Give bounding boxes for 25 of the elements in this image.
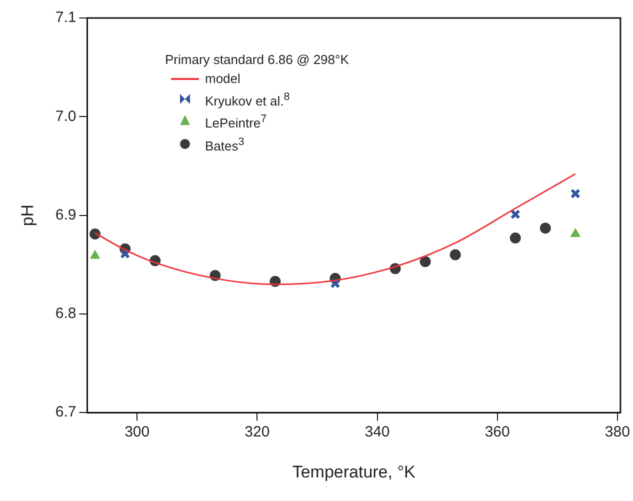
x-tick-label: 340 bbox=[364, 424, 390, 441]
point bbox=[450, 249, 461, 260]
y-tick-label: 6.7 bbox=[55, 404, 76, 421]
legend-label: model bbox=[205, 70, 240, 88]
y-tick-label: 6.9 bbox=[55, 206, 76, 224]
point bbox=[570, 188, 580, 199]
legend-title: Primary standard 6.86 @ 298°K bbox=[165, 51, 349, 69]
point bbox=[420, 256, 431, 268]
x-axis-title: Temperature, °K bbox=[292, 462, 416, 482]
y-tick-label: 6.8 bbox=[55, 305, 76, 322]
y-tick-label: 7.1 bbox=[55, 9, 76, 26]
x-tick-label: 380 bbox=[604, 424, 630, 441]
point bbox=[510, 232, 521, 244]
legend-label: Bates$^{3}$ bbox=[205, 134, 244, 155]
point bbox=[90, 250, 100, 259]
point bbox=[540, 222, 551, 234]
x-tick-label: 320 bbox=[244, 424, 270, 441]
legend-label: LePeintre$^{7}$ bbox=[205, 112, 267, 133]
x-tick-label: 360 bbox=[484, 424, 510, 441]
y-axis-title: pH bbox=[18, 204, 37, 226]
x-tick-label: 300 bbox=[124, 424, 150, 441]
y-tick-label: 7.0 bbox=[55, 108, 76, 125]
point bbox=[510, 209, 520, 220]
legend-label: Kryukov et al.$^{8}$ bbox=[205, 90, 290, 110]
point bbox=[570, 228, 580, 238]
